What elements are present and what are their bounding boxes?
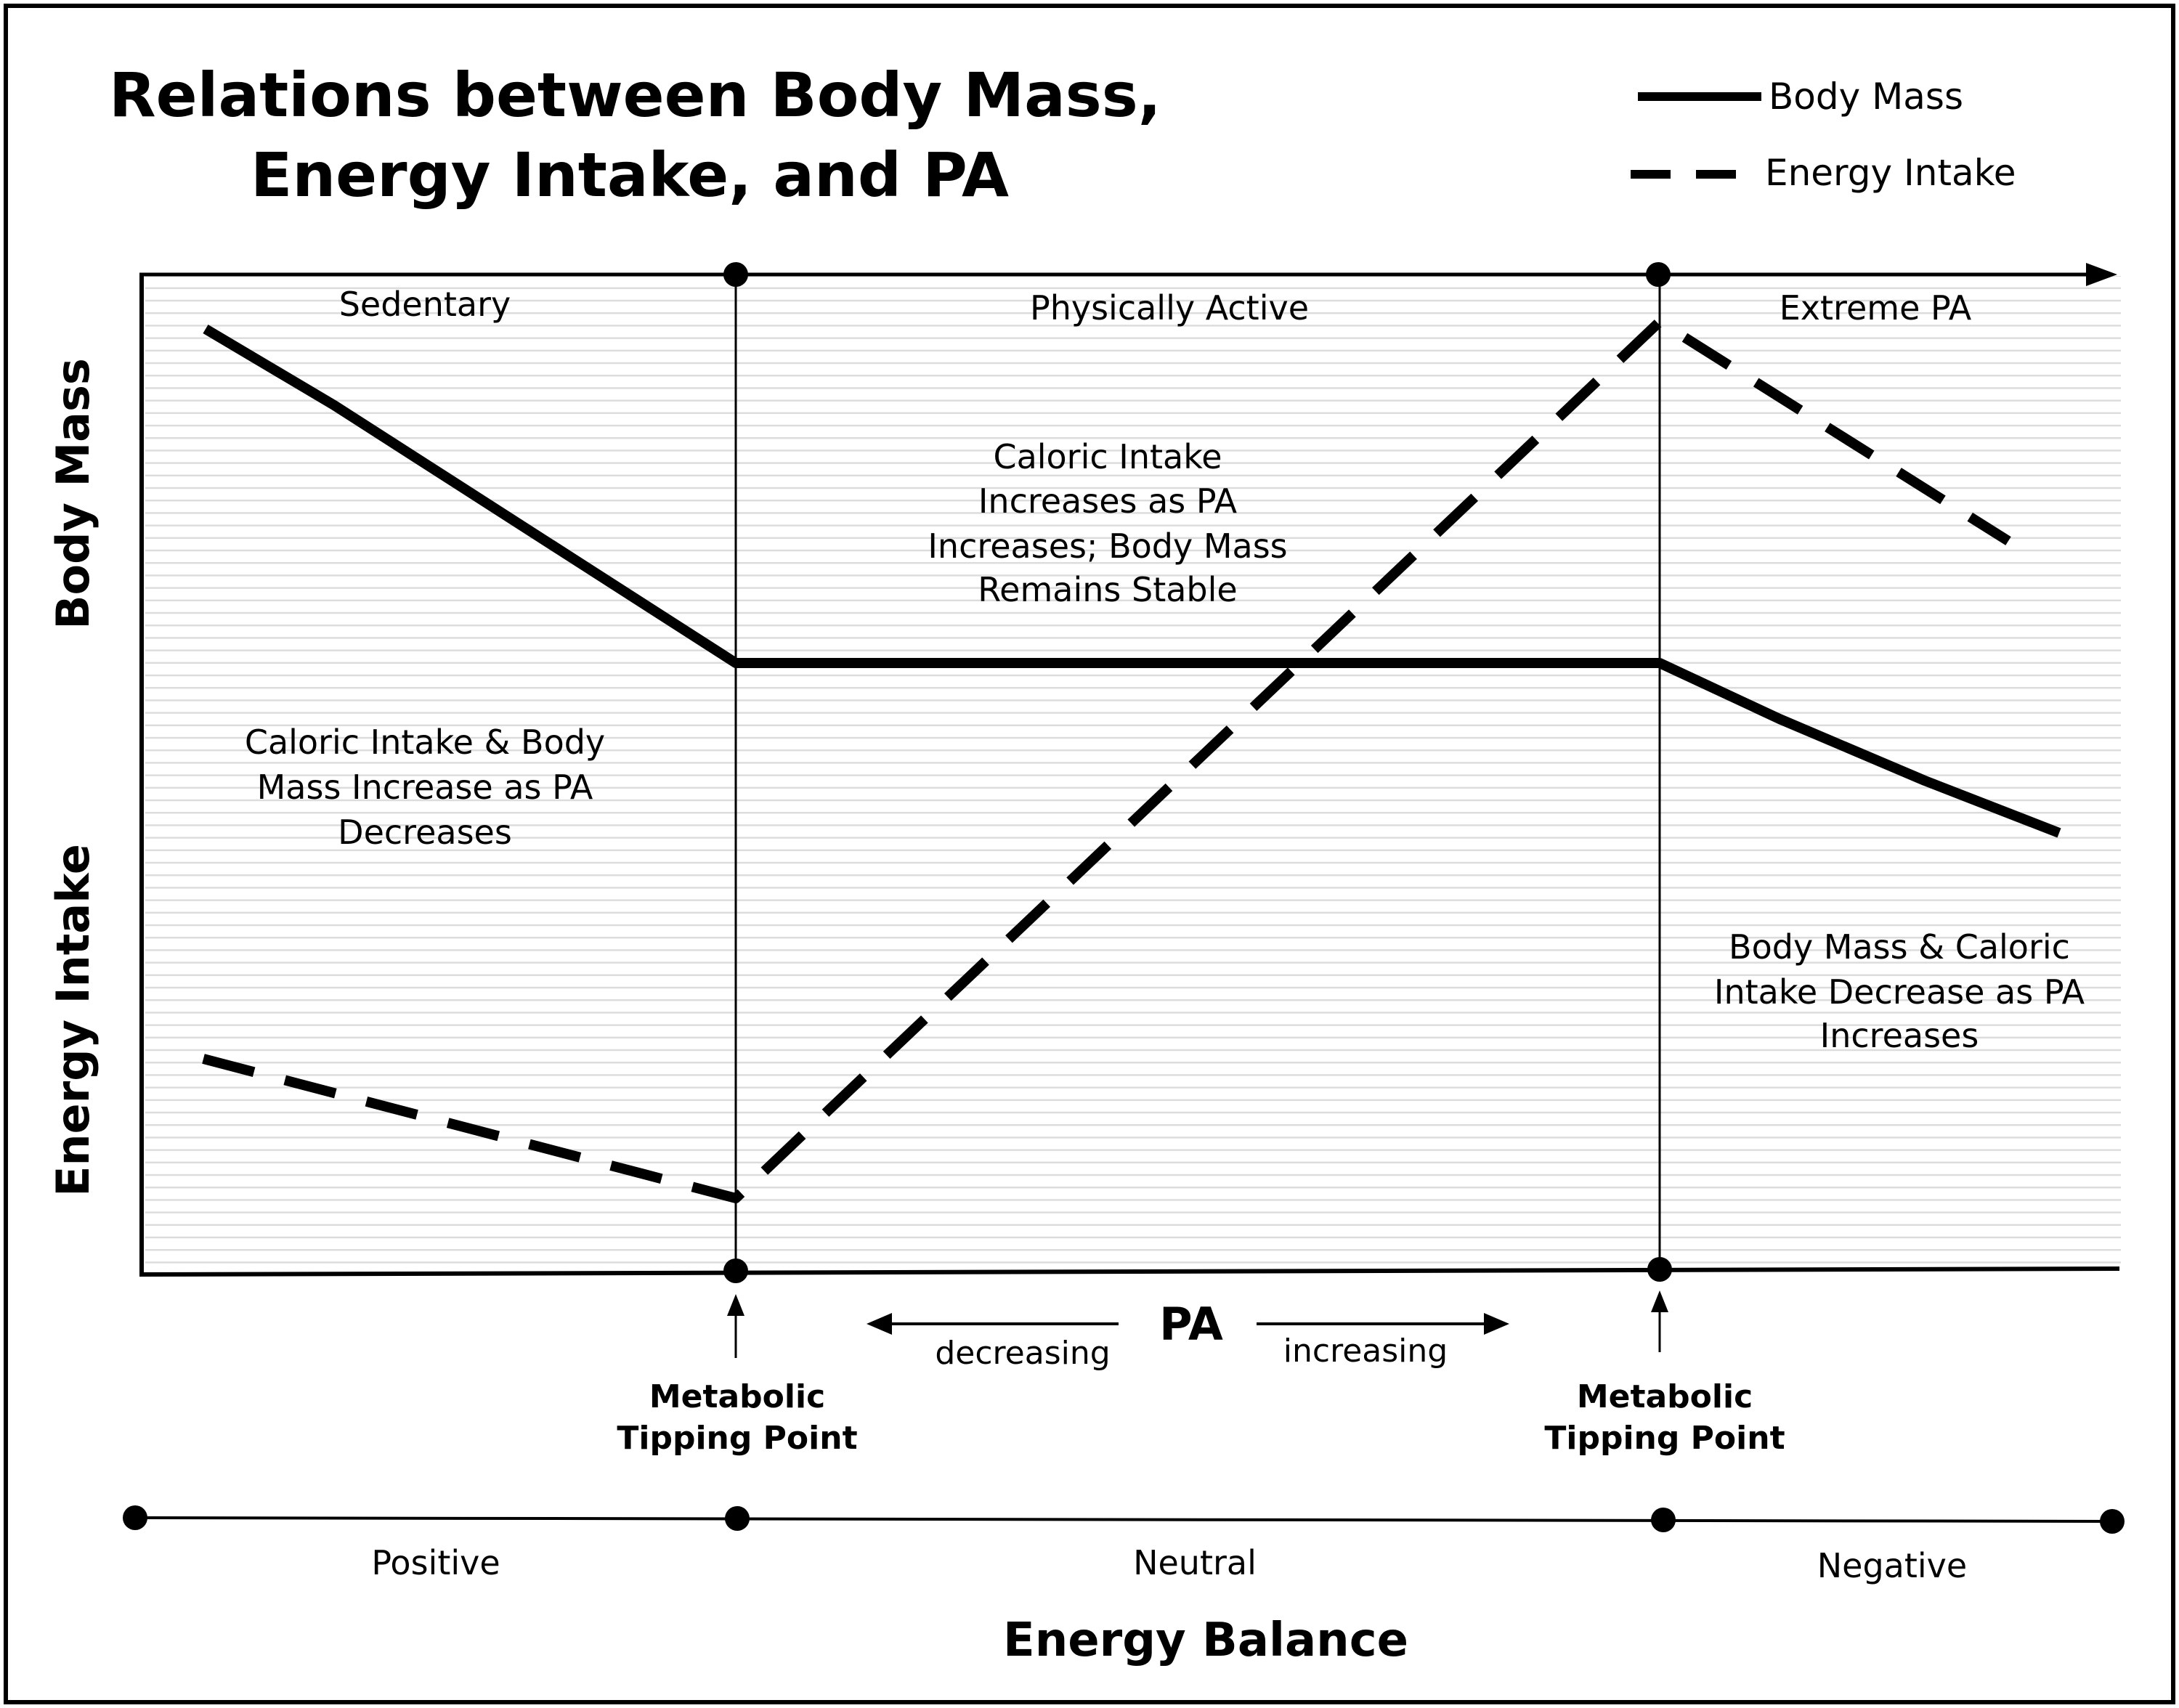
annotation-active-line-4: Remains Stable xyxy=(978,570,1237,609)
pa-decreasing-label: decreasing xyxy=(935,1335,1110,1372)
body-mass-curve xyxy=(203,324,2061,838)
pa-axis-label: PA xyxy=(1159,1298,1223,1351)
y-axis-label-energy-intake: Energy Intake xyxy=(46,844,100,1197)
top-dot-right xyxy=(1646,262,1671,287)
zone-label-sedentary: Sedentary xyxy=(339,285,511,324)
annotation-extreme-line-3: Increases xyxy=(1820,1016,1979,1055)
energy-balance-axis: Positive Neutral Negative Energy Balance xyxy=(123,1505,2125,1667)
top-axis-arrowhead xyxy=(2086,263,2117,286)
legend: Body Mass Energy Intake xyxy=(1631,76,2016,194)
pa-increasing-label: increasing xyxy=(1283,1333,1448,1370)
energy-balance-dot-end xyxy=(2100,1509,2125,1534)
annotation-sedentary-line-1: Caloric Intake & Body xyxy=(245,723,605,762)
zone-label-extreme: Extreme PA xyxy=(1780,288,1972,328)
energy-balance-dot-right xyxy=(1651,1508,1676,1532)
tipping-arrow-left-head xyxy=(727,1294,744,1316)
energy-balance-negative: Negative xyxy=(1817,1546,1967,1585)
annotation-active-line-3: Increases; Body Mass xyxy=(928,526,1287,566)
zone-label-active: Physically Active xyxy=(1030,288,1309,328)
tipping-point-left-line-2: Tipping Point xyxy=(617,1420,857,1457)
pa-increasing-arrowhead xyxy=(1484,1313,1509,1335)
annotation-extreme-line-2: Intake Decrease as PA xyxy=(1714,972,2085,1012)
x-axis-line xyxy=(139,1266,2120,1277)
energy-balance-positive: Positive xyxy=(371,1543,500,1582)
annotation-extreme: Body Mass & Caloric Intake Decrease as P… xyxy=(1714,927,2085,1055)
annotation-active-line-1: Caloric Intake xyxy=(993,437,1222,476)
annotation-sedentary-line-2: Mass Increase as PA xyxy=(257,768,593,807)
energy-balance-dot-left xyxy=(725,1506,750,1531)
tipping-point-left-line-1: Metabolic xyxy=(649,1378,825,1415)
top-dot-left xyxy=(723,262,748,287)
energy-intake-curve xyxy=(202,317,2011,1203)
annotation-active-line-2: Increases as PA xyxy=(978,481,1238,521)
title-line-2: Energy Intake, and PA xyxy=(251,139,1009,211)
legend-energy-intake-label: Energy Intake xyxy=(1765,152,2016,194)
bottom-dot-right xyxy=(1647,1257,1672,1282)
energy-balance-title: Energy Balance xyxy=(1003,1614,1408,1667)
annotation-sedentary-line-3: Decreases xyxy=(338,813,512,852)
annotation-extreme-line-1: Body Mass & Caloric xyxy=(1729,927,2070,967)
plot-background xyxy=(145,276,2121,1271)
tipping-point-right-line-1: Metabolic xyxy=(1577,1378,1753,1415)
outer-frame xyxy=(4,4,2175,1704)
pa-decreasing-arrowhead xyxy=(867,1313,892,1335)
bottom-dot-left xyxy=(723,1258,748,1283)
tipping-arrow-right-head xyxy=(1651,1290,1668,1312)
pa-axis: PA decreasing increasing xyxy=(867,1298,1509,1372)
y-axis-label-body-mass: Body Mass xyxy=(46,358,100,630)
annotation-sedentary: Caloric Intake & Body Mass Increase as P… xyxy=(245,723,605,852)
legend-body-mass-label: Body Mass xyxy=(1769,76,1963,118)
annotation-active: Caloric Intake Increases as PA Increases… xyxy=(928,437,1287,609)
energy-balance-neutral: Neutral xyxy=(1133,1543,1257,1582)
energy-balance-line xyxy=(134,1516,2113,1523)
energy-balance-dot-start xyxy=(123,1505,147,1530)
title-line-1: Relations between Body Mass, xyxy=(109,60,1161,131)
tipping-point-right-line-2: Tipping Point xyxy=(1544,1420,1785,1457)
